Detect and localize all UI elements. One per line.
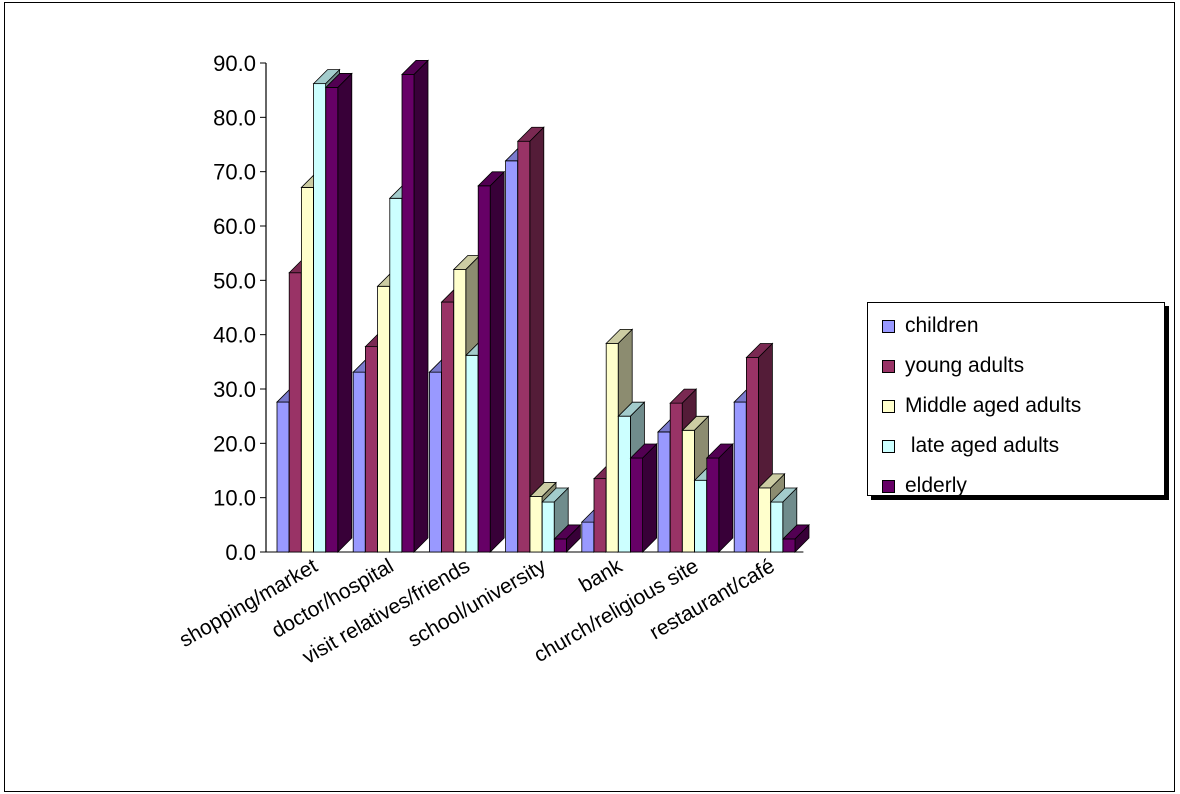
- bar: [630, 457, 643, 553]
- bar-top: [629, 443, 658, 459]
- legend-label: Middle aged adults: [905, 394, 1082, 417]
- y-tick-label: 90.0: [213, 51, 256, 76]
- y-tick-label: 0.0: [225, 540, 256, 565]
- bar-side: [642, 443, 657, 553]
- bar: [694, 479, 707, 553]
- bar-top: [516, 126, 545, 142]
- y-tick-label: 30.0: [213, 377, 256, 402]
- bar-top: [529, 482, 557, 497]
- bar-top: [669, 388, 698, 404]
- legend-item: young adults: [882, 353, 1024, 379]
- bar-top: [745, 343, 774, 358]
- legend-swatch: [882, 399, 895, 413]
- bar-top: [769, 487, 798, 503]
- y-tick-label: 20.0: [213, 431, 256, 456]
- bar-side: [337, 72, 353, 553]
- legend-label: late aged adults: [905, 434, 1060, 457]
- bar-side: [413, 59, 429, 553]
- bar: [529, 496, 543, 553]
- y-tick-label: 60.0: [213, 214, 256, 239]
- x-tick-label: shopping/market: [175, 554, 321, 652]
- chart-legend: children young adults Middle aged adults l…: [867, 302, 1165, 499]
- bar: [377, 285, 391, 553]
- bar: [428, 371, 442, 553]
- bar: [364, 346, 378, 553]
- bar: [746, 357, 759, 553]
- bar-side: [489, 170, 505, 553]
- bar-top: [312, 69, 341, 85]
- y-tick-label: 80.0: [213, 105, 256, 130]
- bar: [733, 401, 747, 553]
- bar-top: [553, 524, 582, 540]
- bar: [770, 501, 784, 553]
- bar-top: [401, 60, 429, 75]
- legend-item: children: [882, 313, 979, 339]
- bar: [276, 401, 290, 553]
- bar: [669, 402, 683, 553]
- y-tick-label: 40.0: [213, 323, 256, 348]
- bar: [682, 429, 695, 553]
- bar: [517, 140, 531, 553]
- bar: [618, 415, 631, 553]
- bar-top: [782, 524, 810, 540]
- bar-top: [617, 401, 646, 417]
- bar: [541, 501, 555, 553]
- bar: [554, 538, 567, 553]
- bar: [300, 187, 314, 553]
- chart-plot: 0.0 10.0 20.0 30.0 40.0 50.0 60.0 70.0 80.0 90.0 s…: [175, 51, 810, 669]
- bar: [288, 272, 302, 553]
- bar-top: [757, 473, 786, 489]
- y-tick-label: 50.0: [213, 268, 256, 293]
- bar: [441, 301, 455, 553]
- bar-top: [605, 328, 634, 344]
- bar: [389, 197, 403, 553]
- bar-side: [718, 443, 734, 553]
- legend-label: young adults: [905, 354, 1025, 377]
- y-tick-label: 70.0: [213, 160, 256, 185]
- legend-item: elderly: [882, 473, 967, 499]
- bar-top: [541, 487, 570, 503]
- bar: [505, 160, 519, 553]
- legend-swatch: [882, 439, 895, 453]
- bar: [325, 87, 339, 553]
- bar: [465, 354, 479, 553]
- legend-swatch: [882, 479, 895, 493]
- bar: [782, 538, 796, 553]
- legend-swatch: [882, 359, 895, 373]
- legend-swatch: [882, 319, 895, 333]
- bar: [657, 431, 671, 553]
- chart-frame: 0.0 10.0 20.0 30.0 40.0 50.0 60.0 70.0 80.0 90.0 s…: [4, 2, 1175, 792]
- bar: [605, 342, 619, 553]
- legend-label: children: [905, 314, 979, 337]
- bar-top: [477, 171, 506, 187]
- bar-top: [324, 73, 353, 88]
- y-tick-label: 10.0: [213, 486, 256, 511]
- x-tick-label: bank: [575, 554, 626, 597]
- bar: [352, 371, 366, 553]
- bar: [401, 74, 415, 553]
- legend-item: late aged adults: [882, 433, 1059, 459]
- bar-top: [681, 415, 710, 431]
- bar: [706, 457, 720, 553]
- bar: [477, 185, 491, 553]
- bar: [581, 521, 595, 553]
- bar: [313, 83, 327, 553]
- bar: [593, 478, 607, 553]
- bar: [758, 487, 771, 553]
- bar-top: [705, 443, 734, 459]
- bar: [453, 269, 467, 553]
- x-tick-label: school/university: [404, 554, 550, 652]
- legend-label: elderly: [905, 474, 967, 497]
- legend-item: Middle aged adults: [882, 393, 1081, 419]
